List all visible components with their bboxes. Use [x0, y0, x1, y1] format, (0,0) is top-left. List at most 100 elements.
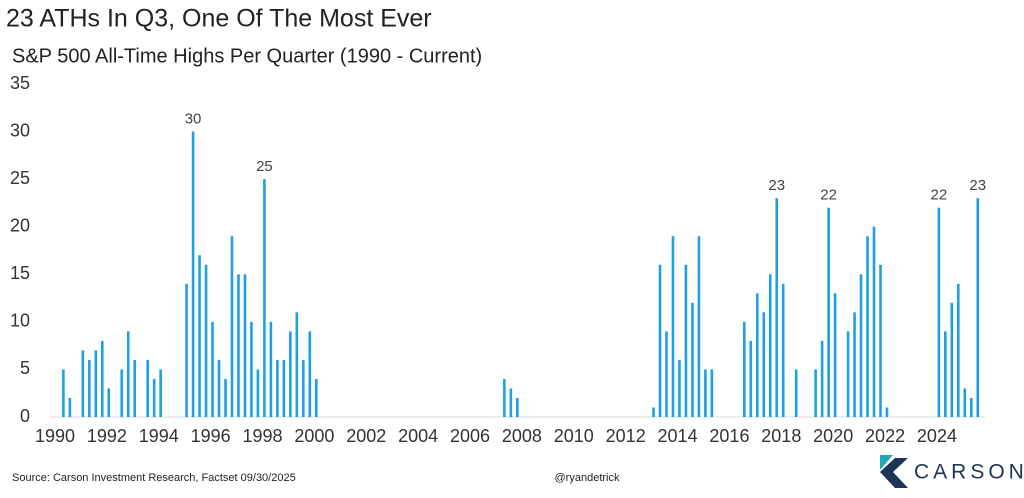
- x-tick-label: 2002: [346, 426, 386, 446]
- bar: [866, 236, 869, 417]
- bar: [126, 331, 130, 417]
- bar: [665, 331, 668, 417]
- bar: [152, 378, 156, 417]
- bar: [755, 293, 759, 417]
- x-tick-label: 2000: [294, 426, 334, 446]
- logo-icon: [880, 455, 908, 488]
- x-tick-label: 2018: [761, 426, 801, 446]
- bar: [658, 264, 662, 417]
- y-tick-label: 30: [10, 120, 30, 140]
- bar: [678, 359, 681, 417]
- bar: [879, 264, 882, 417]
- value-label: 22: [820, 187, 837, 204]
- x-tick-label: 1996: [191, 426, 231, 446]
- bar: [944, 331, 947, 417]
- bar: [211, 321, 214, 417]
- bar: [853, 312, 856, 417]
- bar: [697, 236, 701, 417]
- bar: [120, 369, 124, 417]
- bar: [684, 264, 688, 417]
- bar: [781, 283, 785, 417]
- bar: [846, 331, 850, 417]
- y-tick-label: 0: [20, 406, 30, 426]
- bar: [217, 359, 221, 417]
- x-tick-label: 2016: [709, 426, 749, 446]
- bar: [263, 179, 266, 417]
- value-label: 22: [931, 187, 948, 204]
- bar: [133, 359, 137, 417]
- bar: [107, 388, 111, 417]
- x-tick-label: 2024: [917, 426, 957, 446]
- bar: [314, 378, 318, 417]
- logo-text: CARSON: [914, 461, 1024, 484]
- x-tick-label: 2004: [398, 426, 438, 446]
- bar: [885, 407, 889, 417]
- value-label: 30: [185, 111, 202, 128]
- bar: [957, 283, 960, 417]
- bar: [256, 369, 260, 417]
- x-tick-label: 2008: [502, 426, 542, 446]
- bar: [794, 369, 798, 417]
- chart-title: 23 ATHs In Q3, One Of The Most Ever: [6, 5, 432, 33]
- bar: [775, 198, 779, 417]
- bar: [185, 283, 188, 417]
- bar: [237, 274, 240, 417]
- bar: [704, 369, 707, 417]
- x-tick-label: 1994: [139, 426, 179, 446]
- x-tick-label: 1992: [87, 426, 127, 446]
- bar: [198, 255, 201, 417]
- x-tick-label: 2010: [554, 426, 594, 446]
- bar: [250, 321, 253, 417]
- bar: [827, 207, 830, 417]
- y-tick-label: 25: [10, 168, 30, 188]
- y-tick-label: 20: [10, 215, 30, 235]
- bar: [652, 407, 655, 417]
- y-tick-label: 5: [20, 358, 30, 378]
- x-tick-label: 2012: [606, 426, 646, 446]
- source: Source: Carson Investment Research, Fact…: [12, 472, 296, 484]
- bar: [814, 369, 817, 417]
- bar: [691, 302, 694, 417]
- bar: [289, 331, 292, 417]
- bar: [820, 340, 824, 417]
- credit: @ryandetrick: [555, 472, 620, 484]
- bar: [191, 131, 195, 418]
- bar: [204, 264, 208, 417]
- bar: [243, 274, 247, 417]
- bar: [276, 359, 279, 417]
- value-label: 23: [969, 177, 986, 194]
- bar: [295, 312, 299, 417]
- chart-subtitle: S&P 500 All-Time Highs Per Quarter (1990…: [12, 45, 482, 67]
- bar: [749, 340, 753, 417]
- bar: [872, 226, 876, 417]
- bar: [282, 359, 286, 417]
- bar: [503, 378, 506, 417]
- bar: [833, 293, 837, 417]
- x-tick-label: 2014: [658, 426, 698, 446]
- value-label: 25: [256, 158, 273, 175]
- bar: [743, 321, 746, 417]
- bar: [671, 236, 675, 417]
- bar: [937, 207, 941, 417]
- y-tick-label: 10: [10, 311, 30, 331]
- bar: [509, 388, 513, 417]
- bar: [224, 378, 227, 417]
- bar: [62, 369, 65, 417]
- x-tick-label: 2022: [865, 426, 905, 446]
- bar: [710, 369, 714, 417]
- bar: [762, 312, 766, 417]
- bar: [269, 321, 273, 417]
- bar: [859, 274, 863, 417]
- bar: [94, 350, 98, 417]
- bar: [100, 340, 104, 417]
- bar: [969, 397, 973, 417]
- bar: [302, 359, 305, 417]
- bar: [976, 198, 980, 417]
- bar: [159, 369, 162, 417]
- bar: [963, 388, 967, 417]
- bar: [146, 359, 149, 417]
- bar: [950, 302, 954, 417]
- value-label: 23: [768, 177, 785, 194]
